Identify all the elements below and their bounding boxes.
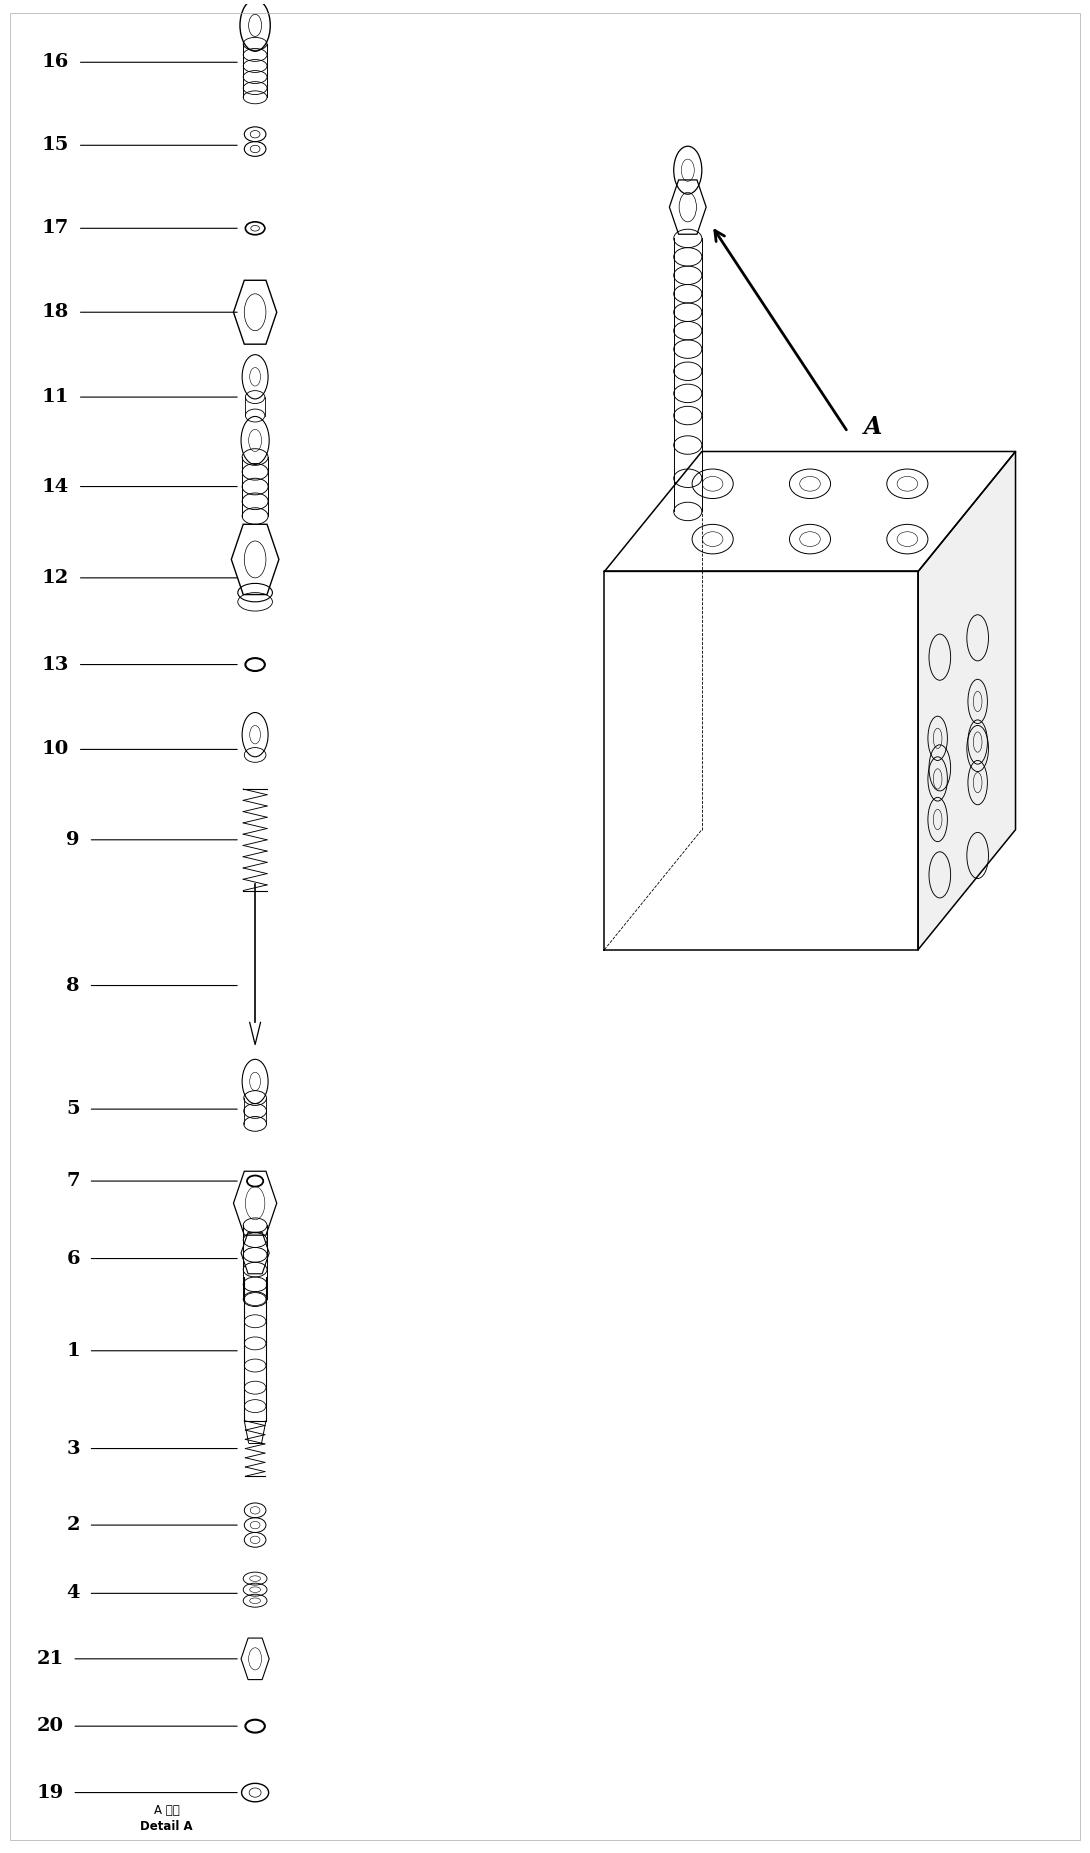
Text: 4: 4 — [66, 1584, 80, 1603]
Text: 21: 21 — [36, 1649, 63, 1668]
Text: 3: 3 — [66, 1440, 80, 1458]
Text: 14: 14 — [41, 478, 69, 495]
Text: 9: 9 — [66, 830, 80, 849]
Text: A: A — [864, 415, 883, 439]
Text: 13: 13 — [41, 656, 69, 673]
Text: 8: 8 — [66, 977, 80, 995]
Text: 10: 10 — [41, 741, 69, 758]
Polygon shape — [605, 571, 918, 949]
Text: Detail A: Detail A — [141, 1820, 193, 1833]
Text: 5: 5 — [66, 1101, 80, 1117]
Polygon shape — [605, 452, 1016, 571]
Text: 19: 19 — [36, 1784, 63, 1801]
Text: 2: 2 — [66, 1516, 80, 1534]
Text: 11: 11 — [41, 387, 69, 406]
Polygon shape — [918, 452, 1016, 949]
Text: 15: 15 — [41, 137, 69, 154]
Text: 17: 17 — [41, 219, 69, 237]
Text: 6: 6 — [66, 1249, 80, 1267]
Text: A 詳細: A 詳細 — [154, 1803, 179, 1816]
Text: 12: 12 — [41, 569, 69, 587]
Text: 18: 18 — [41, 304, 69, 321]
Text: 16: 16 — [41, 54, 69, 70]
Text: 7: 7 — [66, 1173, 80, 1190]
Text: 1: 1 — [66, 1342, 80, 1360]
Text: 20: 20 — [37, 1718, 63, 1734]
